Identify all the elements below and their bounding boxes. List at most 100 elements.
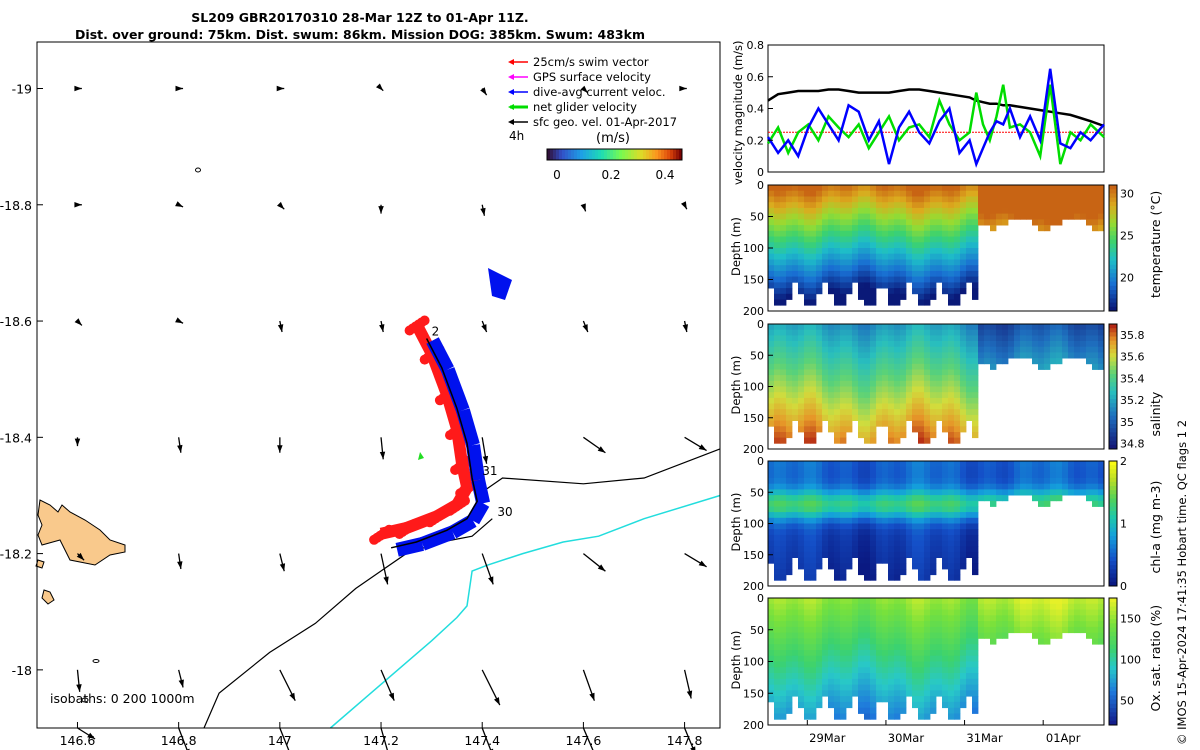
section-cell <box>1062 609 1069 616</box>
section-cell <box>960 409 967 416</box>
section-cell <box>960 202 967 209</box>
section-cell <box>822 392 829 399</box>
section-cell <box>810 324 817 331</box>
section-cell <box>792 190 799 197</box>
section-cell <box>852 259 859 266</box>
section-cell <box>1074 329 1081 336</box>
section-cell <box>900 638 907 645</box>
section-cell <box>1038 621 1045 628</box>
section-cell <box>1014 489 1021 496</box>
section-colorbar-segment <box>1109 210 1117 215</box>
section-cell <box>882 196 889 203</box>
section-cell <box>1044 472 1051 479</box>
section-cell <box>900 225 907 232</box>
section-cell <box>816 346 823 353</box>
section-cell <box>792 546 799 553</box>
section-cell <box>1092 207 1099 214</box>
section-colorbar-segment <box>1109 256 1117 262</box>
section-cell <box>1062 598 1069 605</box>
colorbar-tick-label: 0 <box>553 168 561 182</box>
section-cell <box>858 346 865 353</box>
section-cell <box>1032 219 1039 226</box>
section-cell <box>810 265 817 272</box>
section-cell <box>906 546 913 553</box>
colorbar-segment <box>553 149 557 160</box>
section-cell <box>798 270 805 277</box>
section-cell <box>930 219 937 226</box>
section-cell <box>990 500 997 507</box>
section-cell <box>972 282 979 289</box>
section-cell <box>954 615 961 622</box>
section-cell <box>804 230 811 237</box>
section-cell <box>906 638 913 645</box>
section-cell <box>822 667 829 674</box>
section-cell <box>858 621 865 628</box>
section-cell <box>990 196 997 203</box>
section-cell <box>870 324 877 331</box>
section-cell <box>876 259 883 266</box>
section-cell <box>840 288 847 295</box>
section-cell <box>1086 489 1093 496</box>
section-cell <box>948 512 955 519</box>
section-colorbar-segment <box>1109 606 1117 612</box>
section-cell <box>1032 324 1039 331</box>
section-cell <box>810 632 817 639</box>
section-cell <box>1092 603 1099 610</box>
section-cell <box>894 335 901 342</box>
section-cell <box>912 213 919 220</box>
section-cell <box>786 248 793 255</box>
section-cell <box>834 534 841 541</box>
section-cell <box>918 219 925 226</box>
section-cell <box>1086 598 1093 605</box>
section-cell <box>1038 358 1045 365</box>
section-cell <box>930 426 937 433</box>
section-cell <box>774 667 781 674</box>
section-cell <box>1068 335 1075 342</box>
section-cell <box>846 242 853 249</box>
section-cell <box>924 248 931 255</box>
section-cell <box>954 557 961 564</box>
section-cell <box>936 529 943 536</box>
section-cell <box>924 213 931 220</box>
section-cell <box>888 253 895 260</box>
section-cell <box>882 242 889 249</box>
section-cell <box>1008 472 1015 479</box>
section-cell <box>990 335 997 342</box>
section-cell <box>870 293 877 300</box>
section-cell <box>1026 185 1033 192</box>
section-cell <box>900 329 907 336</box>
section-cell <box>924 517 931 524</box>
section-colorbar-segment <box>1109 502 1117 508</box>
section-cell <box>768 386 775 393</box>
section-cell <box>966 472 973 479</box>
section-cell <box>924 684 931 691</box>
section-cell <box>768 478 775 485</box>
section-cell <box>768 363 775 370</box>
current-vector <box>683 727 695 750</box>
section-cell <box>870 495 877 502</box>
section-cell <box>786 563 793 570</box>
section-cell <box>894 678 901 685</box>
section-cell <box>810 512 817 519</box>
section-cell <box>882 557 889 564</box>
section-cell <box>960 489 967 496</box>
colorbar-segment <box>562 149 566 160</box>
section-cell <box>876 551 883 558</box>
section-cell <box>978 185 985 192</box>
section-cell <box>876 207 883 214</box>
section-cell <box>840 276 847 283</box>
current-vector-head <box>698 560 707 567</box>
section-cell <box>1050 495 1057 502</box>
section-cell <box>1098 190 1105 197</box>
section-cell <box>798 598 805 605</box>
section-cell <box>804 603 811 610</box>
section-cell <box>960 644 967 651</box>
section-cell <box>1062 196 1069 203</box>
section-cell <box>828 329 835 336</box>
section-cell <box>1056 615 1063 622</box>
section-cell <box>960 265 967 272</box>
section-cell <box>918 626 925 634</box>
section-cell <box>828 207 835 214</box>
section-colorbar-segment <box>1109 235 1117 241</box>
section-cell <box>822 225 829 232</box>
